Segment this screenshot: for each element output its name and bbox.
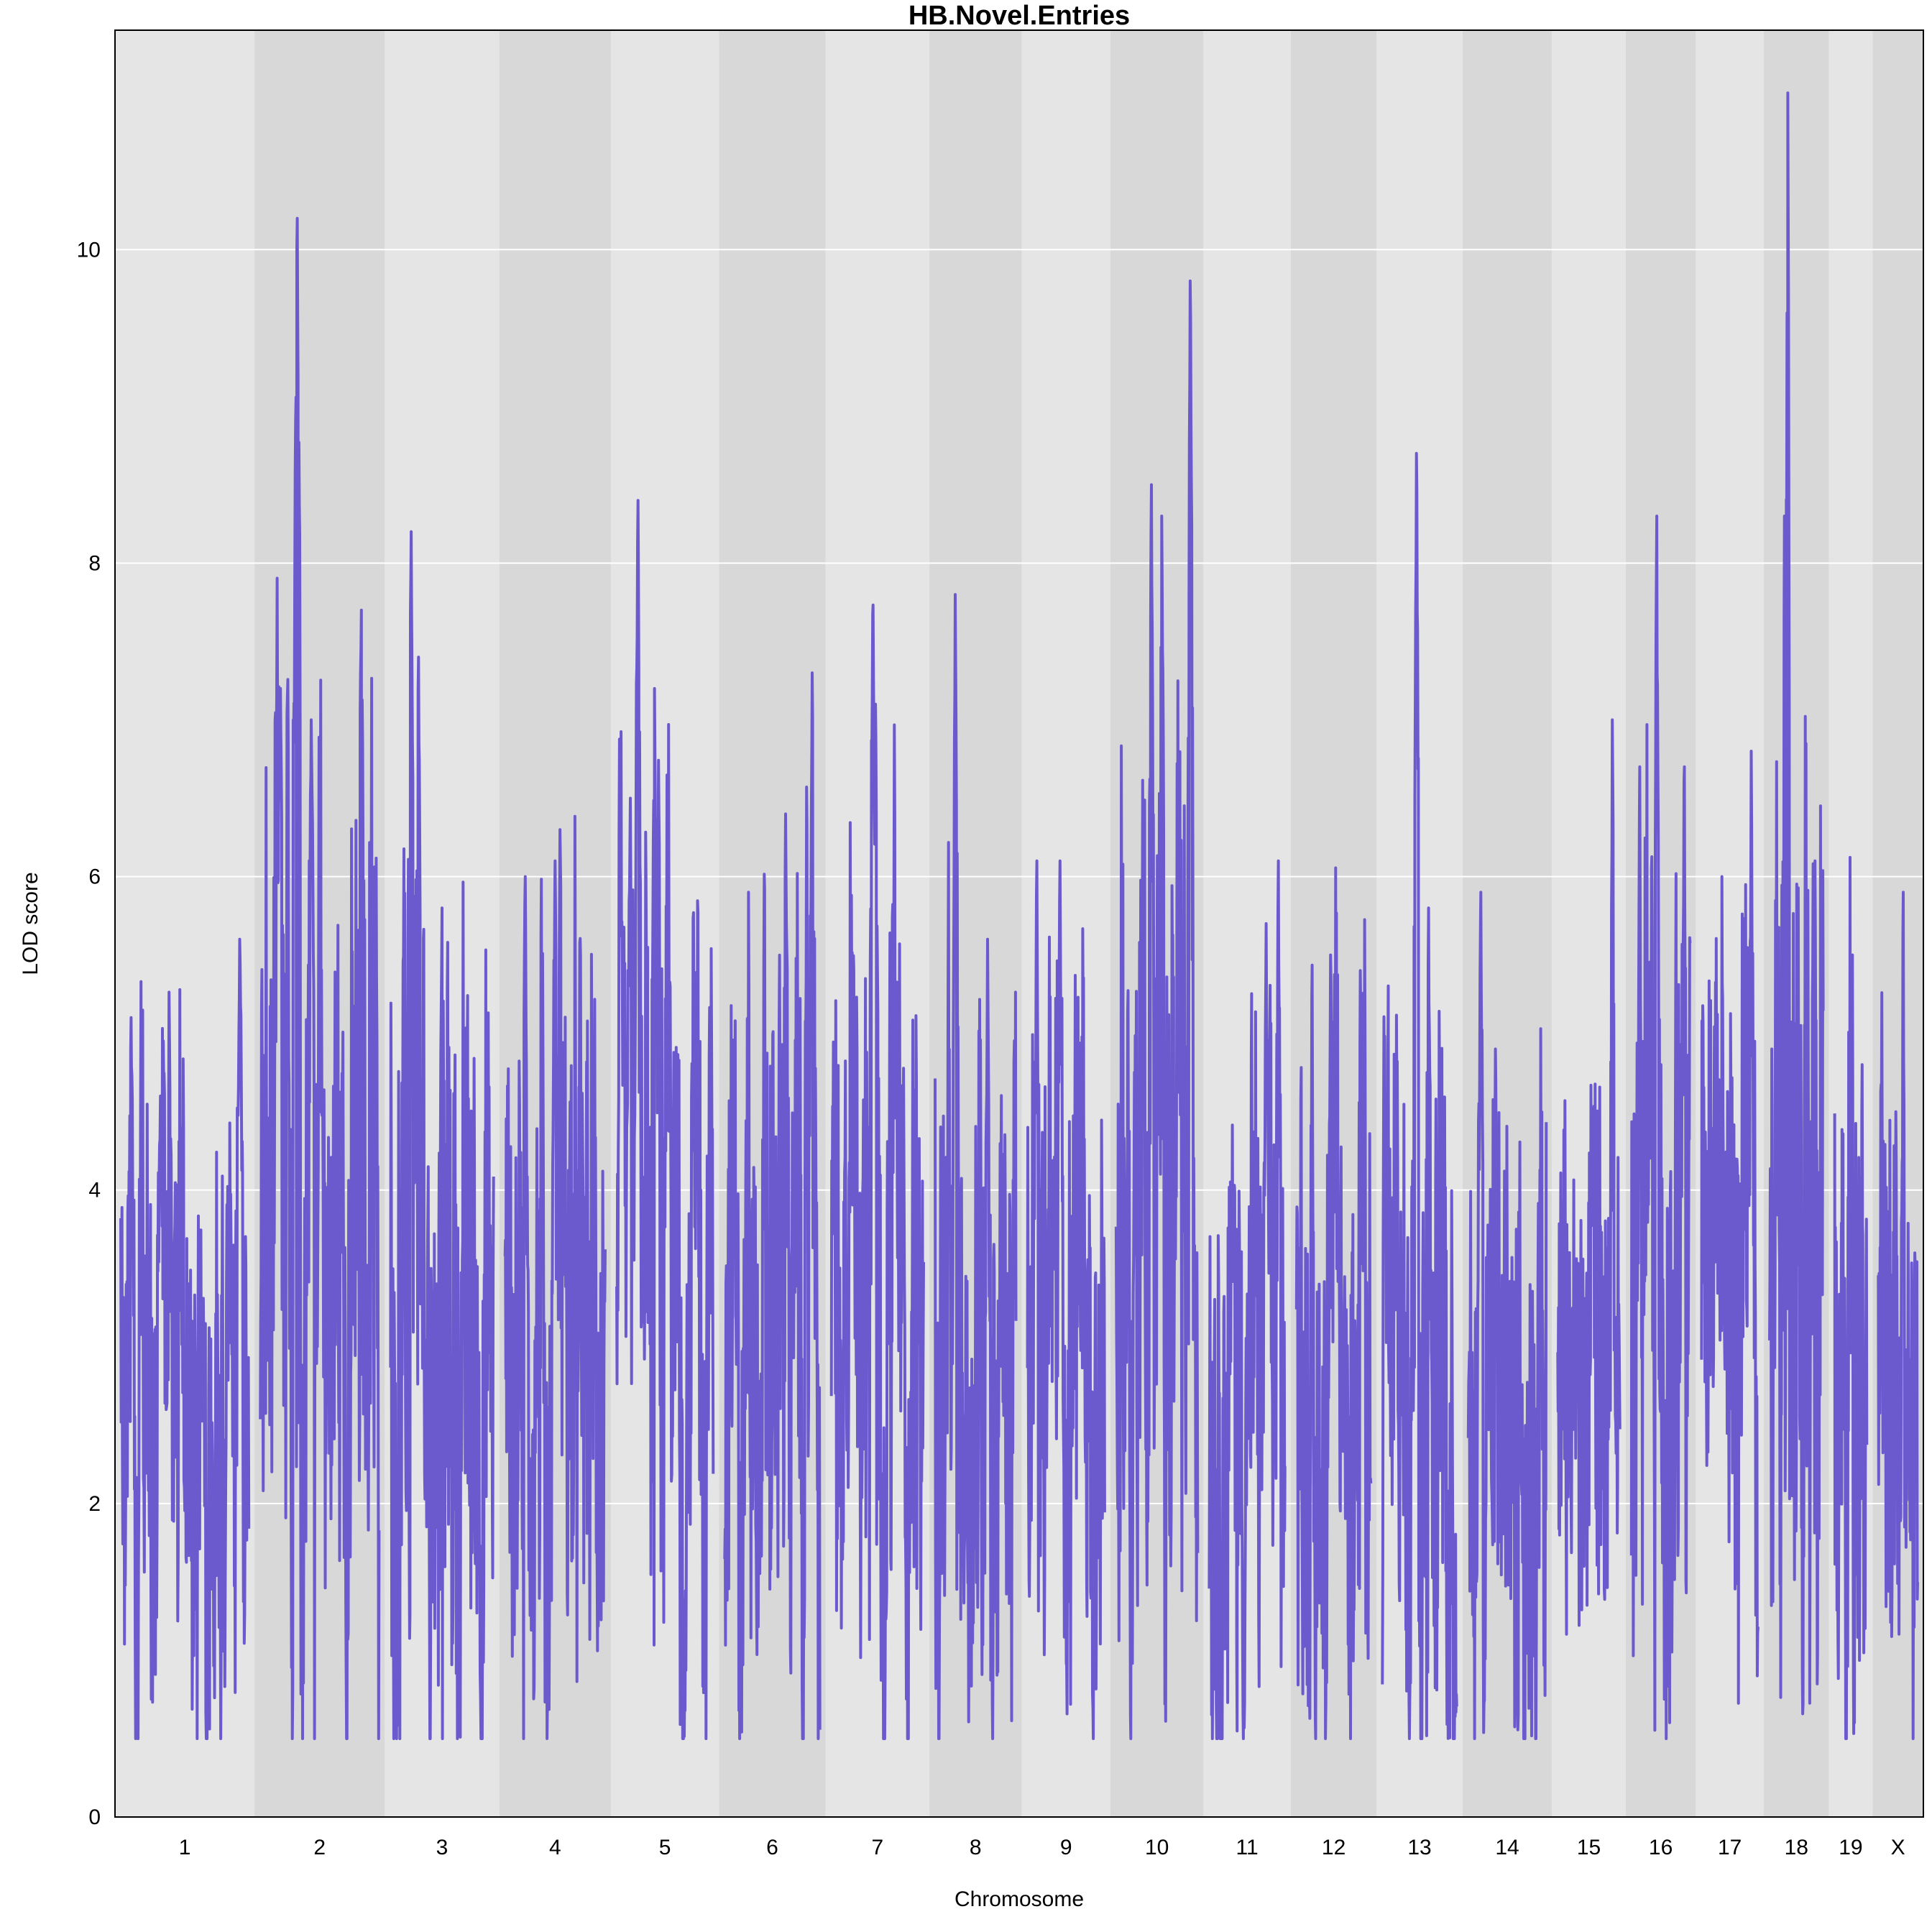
lod-trace-chr-7 (829, 603, 925, 1740)
lod-trace-chr-12 (1294, 866, 1373, 1740)
lod-trace-chr-19 (1833, 855, 1869, 1740)
lod-trace-chr-5 (615, 499, 715, 1740)
y-axis-label: LOD score (19, 872, 42, 975)
lod-trace-chr-9 (1026, 859, 1106, 1740)
lod-trace-chr-3 (389, 530, 495, 1740)
x-tick-label: 6 (766, 1836, 778, 1859)
x-tick-label: 14 (1495, 1836, 1519, 1859)
lod-trace-chr-6 (723, 671, 822, 1740)
lod-series (119, 91, 1919, 1740)
lod-trace-chr-1 (119, 937, 251, 1740)
lod-trace-chr-13 (1381, 451, 1458, 1740)
x-tick-label: 17 (1718, 1836, 1742, 1859)
x-tick-label: 5 (659, 1836, 671, 1859)
x-axis: 1 2 3 4 5 6 7 8 9 10 11 12 13 14 15 16 17 18 19 X (179, 1836, 1905, 1859)
y-tick-label: 10 (77, 238, 101, 262)
chromosome-band-17 (1696, 30, 1764, 1817)
lod-trace-chr-14 (1466, 891, 1548, 1740)
x-tick-label: 4 (549, 1836, 561, 1859)
x-tick-label: 3 (436, 1836, 448, 1859)
x-tick-label: 1 (179, 1836, 191, 1859)
lod-trace-chr-18 (1768, 91, 1825, 1716)
y-tick-label: 2 (88, 1492, 101, 1516)
x-tick-label: 11 (1236, 1836, 1259, 1859)
x-tick-label: 7 (872, 1836, 884, 1859)
plot-frame (114, 29, 1924, 1818)
lod-trace-chr-8 (934, 593, 1018, 1740)
y-tick-label: 4 (88, 1179, 101, 1202)
x-tick-label: 16 (1649, 1836, 1673, 1859)
y-tick-label: 6 (88, 865, 101, 889)
x-tick-label: X (1891, 1836, 1905, 1859)
y-tick-label: 0 (88, 1806, 101, 1829)
y-axis: 0 2 4 6 8 10 (77, 238, 101, 1829)
lod-trace-chr-2 (259, 216, 381, 1740)
lod-trace-chr-15 (1556, 718, 1622, 1636)
x-tick-label: 15 (1577, 1836, 1601, 1859)
x-tick-label: 13 (1407, 1836, 1431, 1859)
x-tick-label: 2 (313, 1836, 326, 1859)
lod-trace-chr-X (1877, 891, 1919, 1740)
x-tick-label: 8 (970, 1836, 982, 1859)
x-tick-label: 18 (1785, 1836, 1808, 1859)
lod-trace-chr-10 (1114, 279, 1200, 1740)
y-tick-label: 8 (88, 551, 101, 575)
x-axis-label: Chromosome (954, 1887, 1084, 1911)
x-tick-label: 19 (1839, 1836, 1862, 1859)
x-tick-label: 10 (1145, 1836, 1169, 1859)
x-tick-label: 12 (1322, 1836, 1346, 1859)
lod-trace-chr-11 (1208, 859, 1287, 1740)
x-tick-label: 9 (1060, 1836, 1072, 1859)
lod-trace-chr-16 (1629, 515, 1692, 1740)
lod-trace-chr-4 (503, 814, 607, 1740)
chart-title: HB.Novel.Entries (908, 1, 1130, 31)
lod-trace-chr-17 (1700, 750, 1760, 1705)
